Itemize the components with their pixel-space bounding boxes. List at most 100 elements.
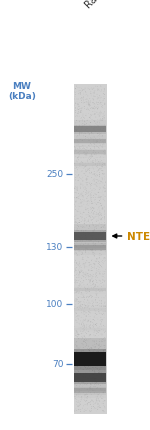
Point [84, 143, 86, 150]
Point [101, 338, 104, 345]
Point [104, 344, 106, 350]
Point [99, 96, 102, 103]
Point [74, 127, 77, 134]
Point [96, 393, 99, 400]
Point [76, 187, 78, 194]
Point [90, 381, 92, 388]
Point [103, 174, 106, 181]
Point [103, 86, 105, 93]
Point [97, 110, 99, 117]
Point [100, 283, 103, 290]
Point [87, 346, 90, 353]
Point [92, 105, 94, 112]
Point [86, 281, 88, 288]
Point [97, 261, 100, 267]
Point [96, 109, 98, 116]
Point [103, 109, 106, 116]
Point [77, 114, 79, 121]
Point [74, 190, 76, 197]
Point [87, 318, 90, 325]
Point [95, 238, 97, 245]
Point [102, 259, 104, 266]
Point [93, 212, 96, 218]
Point [93, 141, 96, 148]
Point [75, 264, 78, 271]
Point [90, 183, 93, 190]
Point [92, 91, 94, 98]
Point [103, 342, 105, 349]
Point [74, 161, 76, 168]
Point [76, 185, 79, 192]
Point [77, 331, 79, 338]
Bar [74, 387, 106, 395]
Point [93, 90, 95, 97]
Point [96, 348, 98, 355]
Point [96, 96, 98, 103]
Point [85, 122, 87, 129]
Point [89, 390, 92, 396]
Point [79, 164, 81, 171]
Point [74, 264, 76, 271]
Point [84, 149, 86, 156]
Point [96, 184, 98, 191]
Point [93, 197, 96, 204]
Point [77, 332, 80, 338]
Point [102, 327, 105, 334]
Point [103, 172, 105, 178]
Point [93, 86, 95, 92]
Point [83, 262, 85, 269]
Point [81, 223, 84, 230]
Point [95, 213, 97, 220]
Point [82, 134, 85, 141]
Point [100, 166, 103, 172]
Point [96, 163, 99, 170]
Point [93, 242, 95, 249]
Point [94, 332, 96, 339]
Point [99, 112, 101, 119]
Point [83, 118, 86, 125]
Point [98, 167, 101, 174]
Point [84, 204, 86, 211]
Point [92, 134, 94, 141]
Point [86, 264, 88, 271]
Point [84, 87, 86, 94]
Point [99, 277, 101, 284]
Point [100, 330, 102, 337]
Point [98, 167, 100, 174]
Point [81, 373, 83, 380]
Point [77, 261, 79, 268]
Point [89, 355, 92, 362]
Point [85, 228, 87, 235]
Point [104, 194, 106, 200]
Point [81, 340, 83, 347]
Point [90, 159, 92, 166]
Point [90, 407, 92, 414]
Point [75, 308, 77, 315]
Point [99, 211, 101, 218]
Point [100, 326, 103, 333]
Point [87, 166, 89, 173]
Point [103, 403, 106, 410]
Point [93, 125, 96, 132]
Point [84, 393, 86, 399]
Point [90, 154, 93, 161]
Point [96, 104, 98, 111]
Point [80, 88, 83, 95]
Point [77, 206, 80, 213]
Point [75, 392, 78, 399]
Point [98, 178, 100, 184]
Point [87, 230, 89, 236]
Point [74, 312, 76, 319]
Point [74, 219, 76, 226]
Point [82, 247, 85, 254]
Point [88, 313, 90, 320]
Point [74, 280, 76, 286]
Point [84, 373, 87, 380]
Point [92, 348, 94, 355]
Point [76, 370, 79, 377]
Point [88, 102, 90, 109]
Point [103, 329, 106, 336]
Point [79, 293, 81, 300]
Point [78, 132, 81, 139]
Point [97, 195, 99, 202]
